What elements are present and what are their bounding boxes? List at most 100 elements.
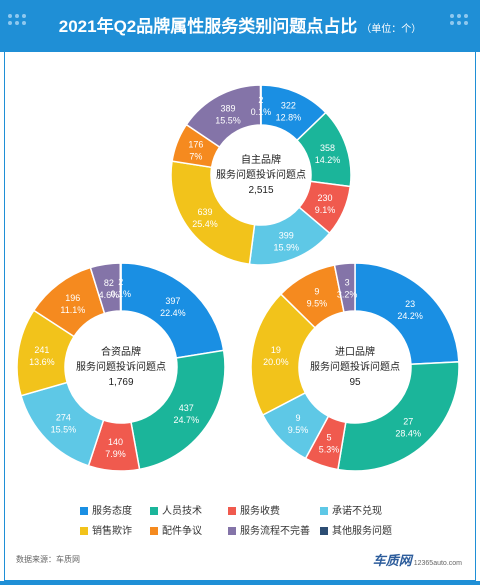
legend-label: 服务收费 <box>240 506 280 517</box>
donut-chart-imported: 23 24.2% 27 28.4% 5 5.3% 9 9.5% 19 20.0% 9 9.5% 3 3.2… <box>250 262 460 472</box>
slice-value-label: 9 <box>314 287 319 297</box>
legend-swatch <box>320 507 328 515</box>
legend-label: 人员技术 <box>162 506 202 517</box>
donut-slice <box>354 262 460 366</box>
slice-percent-label: 0.1% <box>110 289 131 299</box>
donut-slice <box>337 361 460 472</box>
legend-swatch <box>320 527 328 535</box>
slice-value-label: 389 <box>220 103 235 113</box>
donut-slice <box>120 262 225 359</box>
data-source: 数据来源：车质网 <box>16 555 80 564</box>
donut-slice <box>170 160 256 266</box>
center-total-label: 2,515 <box>248 185 273 196</box>
center-title-label: 服务问题投诉问题点 <box>76 360 166 373</box>
center-title-label: 进口品牌 <box>335 345 375 358</box>
legend-item: 承诺不兑现 <box>320 502 382 517</box>
slice-value-label: 437 <box>179 403 194 413</box>
slice-percent-label: 9.5% <box>307 299 328 309</box>
slice-value-label: 27 <box>403 417 413 427</box>
slice-percent-label: 14.2% <box>315 155 341 165</box>
slice-value-label: 274 <box>56 412 71 422</box>
slice-percent-label: 28.4% <box>395 429 421 439</box>
legend-swatch <box>228 507 236 515</box>
legend-swatch <box>150 507 158 515</box>
legend-label: 配件争议 <box>162 526 202 537</box>
center-title-label: 自主品牌 <box>241 153 281 166</box>
slice-percent-label: 7% <box>189 151 202 161</box>
slice-percent-label: 0.1% <box>251 107 272 117</box>
chart-title: 2021年Q2品牌属性服务类别问题点占比 （单位：个） <box>0 12 480 37</box>
slice-value-label: 23 <box>405 299 415 309</box>
legend-item: 人员技术 <box>150 502 202 517</box>
slice-value-label: 358 <box>320 143 335 153</box>
center-total-label: 1,769 <box>108 377 133 388</box>
slice-percent-label: 24.2% <box>397 311 423 321</box>
legend-label: 其他服务问题 <box>332 526 392 537</box>
slice-percent-label: 4.6% <box>99 290 120 300</box>
watermark-logo: 车质网 12365auto.com <box>373 550 462 569</box>
slice-value-label: 9 <box>295 413 300 423</box>
slice-value-label: 639 <box>198 207 213 217</box>
title-bar: 2021年Q2品牌属性服务类别问题点占比 （单位：个） <box>0 0 480 52</box>
donut-chart-joint-venture: 397 22.4% 437 24.7% 140 7.9% 274 15.5% 241 13.6% 1… <box>16 262 226 472</box>
donut-slice <box>333 262 356 313</box>
legend-item: 其他服务问题 <box>320 522 392 537</box>
slice-percent-label: 15.9% <box>274 242 300 252</box>
slice-percent-label: 24.7% <box>174 415 200 425</box>
decorative-dots-right <box>450 14 472 30</box>
slice-value-label: 3 <box>345 277 350 287</box>
slice-value-label: 2 <box>258 95 263 105</box>
slice-value-label: 5 <box>327 433 332 443</box>
legend-label: 销售欺诈 <box>92 526 132 537</box>
legend-label: 服务流程不完善 <box>240 526 310 537</box>
slice-percent-label: 15.5% <box>215 115 241 125</box>
center-title-label: 服务问题投诉问题点 <box>310 360 400 373</box>
legend-item: 配件争议 <box>150 522 202 537</box>
legend-label: 承诺不兑现 <box>332 506 382 517</box>
donut-chart-domestic: 322 12.8% 358 14.2% 230 9.1% 399 15.9% 639 25.4% 1… <box>170 84 352 266</box>
slice-value-label: 322 <box>281 101 296 111</box>
legend-item: 销售欺诈 <box>80 522 132 537</box>
donut-charts: 32212.8%35814.2%2309.1%39915.9%63925.4%1… <box>16 84 460 472</box>
slice-percent-label: 9.5% <box>288 425 309 435</box>
slice-value-label: 140 <box>108 437 123 447</box>
slice-percent-label: 3.2% <box>337 289 358 299</box>
slice-value-label: 397 <box>165 296 180 306</box>
legend-swatch <box>228 527 236 535</box>
legend-swatch <box>80 507 88 515</box>
slice-value-label: 196 <box>65 293 80 303</box>
slice-value-label: 82 <box>104 278 114 288</box>
slice-value-label: 2 <box>118 277 123 287</box>
legend-item: 服务流程不完善 <box>228 522 310 537</box>
slice-percent-label: 25.4% <box>192 219 218 229</box>
slice-value-label: 241 <box>34 345 49 355</box>
title-text: 2021年Q2品牌属性服务类别问题点占比 <box>58 17 358 36</box>
slice-value-label: 19 <box>271 345 281 355</box>
slice-percent-label: 9.1% <box>315 205 336 215</box>
legend-swatch <box>150 527 158 535</box>
legend-item: 服务态度 <box>80 502 132 517</box>
legend-swatch <box>80 527 88 535</box>
slice-percent-label: 13.6% <box>29 357 55 367</box>
center-title-label: 服务问题投诉问题点 <box>216 168 306 181</box>
slice-percent-label: 5.3% <box>319 445 340 455</box>
slice-percent-label: 12.8% <box>276 113 302 123</box>
unit-label: （单位：个） <box>361 24 422 35</box>
legend-label: 服务态度 <box>92 506 132 517</box>
slice-percent-label: 11.1% <box>60 305 85 315</box>
slice-value-label: 230 <box>318 193 333 203</box>
center-title-label: 合资品牌 <box>101 345 141 358</box>
slice-value-label: 399 <box>279 230 294 240</box>
decorative-dots-left <box>8 14 30 30</box>
slice-percent-label: 7.9% <box>105 449 126 459</box>
slice-value-label: 176 <box>188 139 203 149</box>
slice-percent-label: 15.5% <box>51 424 77 434</box>
slice-percent-label: 22.4% <box>160 308 186 318</box>
legend: 服务态度 人员技术 服务收费 承诺不兑现 销售欺诈 配件争议 服务流程不完善 其… <box>80 502 420 542</box>
center-total-label: 95 <box>349 377 361 388</box>
donut-slice <box>119 262 122 312</box>
legend-item: 服务收费 <box>228 502 280 517</box>
slice-percent-label: 20.0% <box>263 357 289 367</box>
donut-slice <box>130 349 226 471</box>
